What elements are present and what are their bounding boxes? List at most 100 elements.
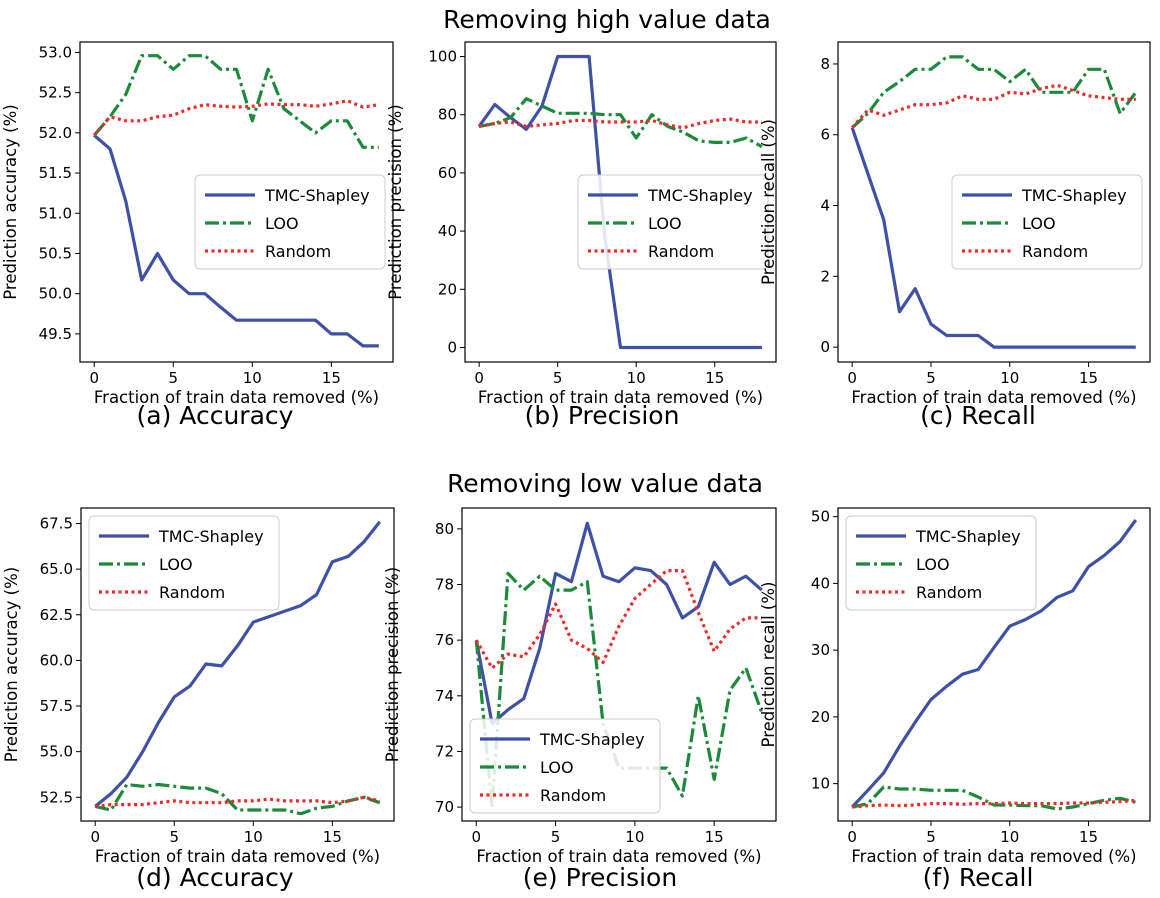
legend-box — [88, 515, 280, 611]
series-line-random — [95, 795, 381, 808]
x-tick-label: 5 — [926, 828, 936, 846]
y-tick-label: 76 — [435, 631, 454, 649]
legend: TMC-Shapley LOO Random — [194, 174, 386, 270]
legend-label-tmc: TMC-Shapley — [647, 186, 753, 205]
y-tick-label: 74 — [435, 687, 454, 705]
legend-box — [845, 515, 1037, 611]
y-axis-label: Prediction precision (%) — [383, 567, 402, 762]
y-tick-label: 0 — [820, 338, 830, 356]
x-tick-label: 0 — [471, 828, 481, 846]
legend-label-random: Random — [916, 583, 982, 602]
x-tick-label: 5 — [168, 369, 178, 387]
x-tick-label: 0 — [847, 828, 857, 846]
x-axis-label: Fraction of train data removed (%) — [851, 388, 1136, 407]
x-tick-label: 5 — [551, 828, 561, 846]
series-line-loo — [851, 55, 1138, 129]
y-tick-label: 57.5 — [40, 697, 73, 715]
y-tick-label: 40 — [438, 222, 457, 240]
x-axis-label: Fraction of train data removed (%) — [94, 388, 379, 407]
x-tick-label: 10 — [243, 369, 262, 387]
y-tick-label: 55.0 — [40, 743, 73, 761]
panel-caption: (b) Precision — [525, 401, 680, 430]
legend-label-loo: LOO — [1022, 214, 1056, 233]
x-tick-label: 0 — [847, 369, 857, 387]
y-tick-label: 50 — [811, 508, 830, 526]
y-tick-label: 60.0 — [40, 651, 73, 669]
y-tick-label: 80 — [435, 520, 454, 538]
plot-frame — [461, 507, 777, 822]
x-tick-label: 15 — [1079, 369, 1098, 387]
x-tick-label: 10 — [627, 369, 646, 387]
panel-caption: (d) Accuracy — [136, 863, 294, 892]
series-line-random — [478, 117, 762, 130]
series-line-random — [851, 83, 1136, 129]
y-tick-label: 2 — [820, 267, 830, 285]
y-tick-label: 72 — [435, 742, 454, 760]
y-tick-label: 52.5 — [39, 84, 72, 102]
chart-panel-2: 0 5 10 15 0 2 4 6 8 Fraction of train data remove… — [759, 41, 1151, 430]
series-line-loo — [474, 571, 764, 809]
legend-label-random: Random — [540, 786, 606, 805]
x-tick-label: 10 — [1000, 369, 1019, 387]
y-tick-label: 52.5 — [40, 788, 73, 806]
series-line-loo — [851, 785, 1137, 811]
y-tick-label: 4 — [820, 197, 830, 215]
panel-caption: (a) Accuracy — [137, 401, 294, 430]
x-tick-label: 10 — [1000, 828, 1019, 846]
chart-panel-3: 0 5 10 15 52.5 55.0 57.5 60.0 62.5 65.0 67.5 Fracti… — [2, 507, 395, 892]
legend-label-random: Random — [159, 583, 225, 602]
x-axis-label: Fraction of train data removed (%) — [95, 847, 380, 866]
panel-caption: (e) Precision — [523, 863, 677, 892]
chart-panel-0: 0 5 10 15 49.5 50.0 50.5 51.0 51.5 52.0 52.5 53.0 Fr… — [1, 41, 394, 430]
x-tick-label: 5 — [169, 828, 179, 846]
series-line-random — [92, 99, 380, 137]
y-tick-label: 49.5 — [39, 325, 72, 343]
legend-box — [577, 174, 769, 270]
series-line-tmc — [93, 134, 379, 348]
legend-label-tmc: TMC-Shapley — [264, 186, 370, 205]
y-tick-label: 40 — [811, 574, 830, 592]
legend-label-tmc: TMC-Shapley — [1021, 186, 1127, 205]
y-tick-label: 20 — [811, 708, 830, 726]
legend-label-random: Random — [265, 242, 331, 261]
legend: TMC-Shapley LOO Random — [88, 515, 280, 611]
legend-label-tmc: TMC-Shapley — [539, 730, 645, 749]
series-line-tmc — [474, 521, 763, 726]
x-tick-label: 10 — [625, 828, 644, 846]
y-tick-label: 100 — [428, 48, 457, 66]
legend: TMC-Shapley LOO Random — [951, 174, 1143, 270]
x-tick-label: 0 — [474, 369, 484, 387]
legend-label-loo: LOO — [540, 758, 574, 777]
legend-label-random: Random — [648, 242, 714, 261]
panel-caption: (f) Recall — [923, 863, 1034, 892]
x-tick-label: 5 — [553, 369, 563, 387]
chart-panel-5: 0 5 10 15 10 20 30 40 50 Fraction of train data r… — [759, 507, 1151, 892]
y-tick-label: 62.5 — [40, 606, 73, 624]
legend-label-loo: LOO — [265, 214, 299, 233]
legend: TMC-Shapley LOO Random — [845, 515, 1037, 611]
x-axis-label: Fraction of train data removed (%) — [851, 847, 1136, 866]
row-title-low: Removing low value data — [447, 469, 763, 498]
plot-frame — [837, 507, 1151, 822]
y-tick-label: 6 — [820, 126, 830, 144]
y-tick-label: 50.5 — [39, 244, 72, 262]
y-tick-label: 10 — [811, 775, 830, 793]
y-tick-label: 20 — [438, 280, 457, 298]
legend: TMC-Shapley LOO Random — [469, 718, 661, 814]
y-tick-label: 67.5 — [40, 515, 73, 533]
y-tick-label: 60 — [438, 164, 457, 182]
x-tick-label: 15 — [705, 369, 724, 387]
x-tick-label: 15 — [322, 369, 341, 387]
legend-label-loo: LOO — [648, 214, 682, 233]
chart-panel-4: 0 5 10 15 70 72 74 76 78 80 Fraction of train data… — [383, 507, 777, 892]
series-line-tmc — [851, 519, 1138, 809]
y-tick-label: 78 — [435, 576, 454, 594]
x-axis-label: Fraction of train data removed (%) — [478, 388, 763, 407]
legend-label-random: Random — [1022, 242, 1088, 261]
legend: TMC-Shapley LOO Random — [577, 174, 769, 270]
series-line-random — [474, 568, 762, 670]
x-tick-label: 0 — [89, 369, 99, 387]
x-tick-label: 15 — [323, 828, 342, 846]
y-tick-label: 52.0 — [39, 124, 72, 142]
x-tick-label: 5 — [926, 369, 936, 387]
